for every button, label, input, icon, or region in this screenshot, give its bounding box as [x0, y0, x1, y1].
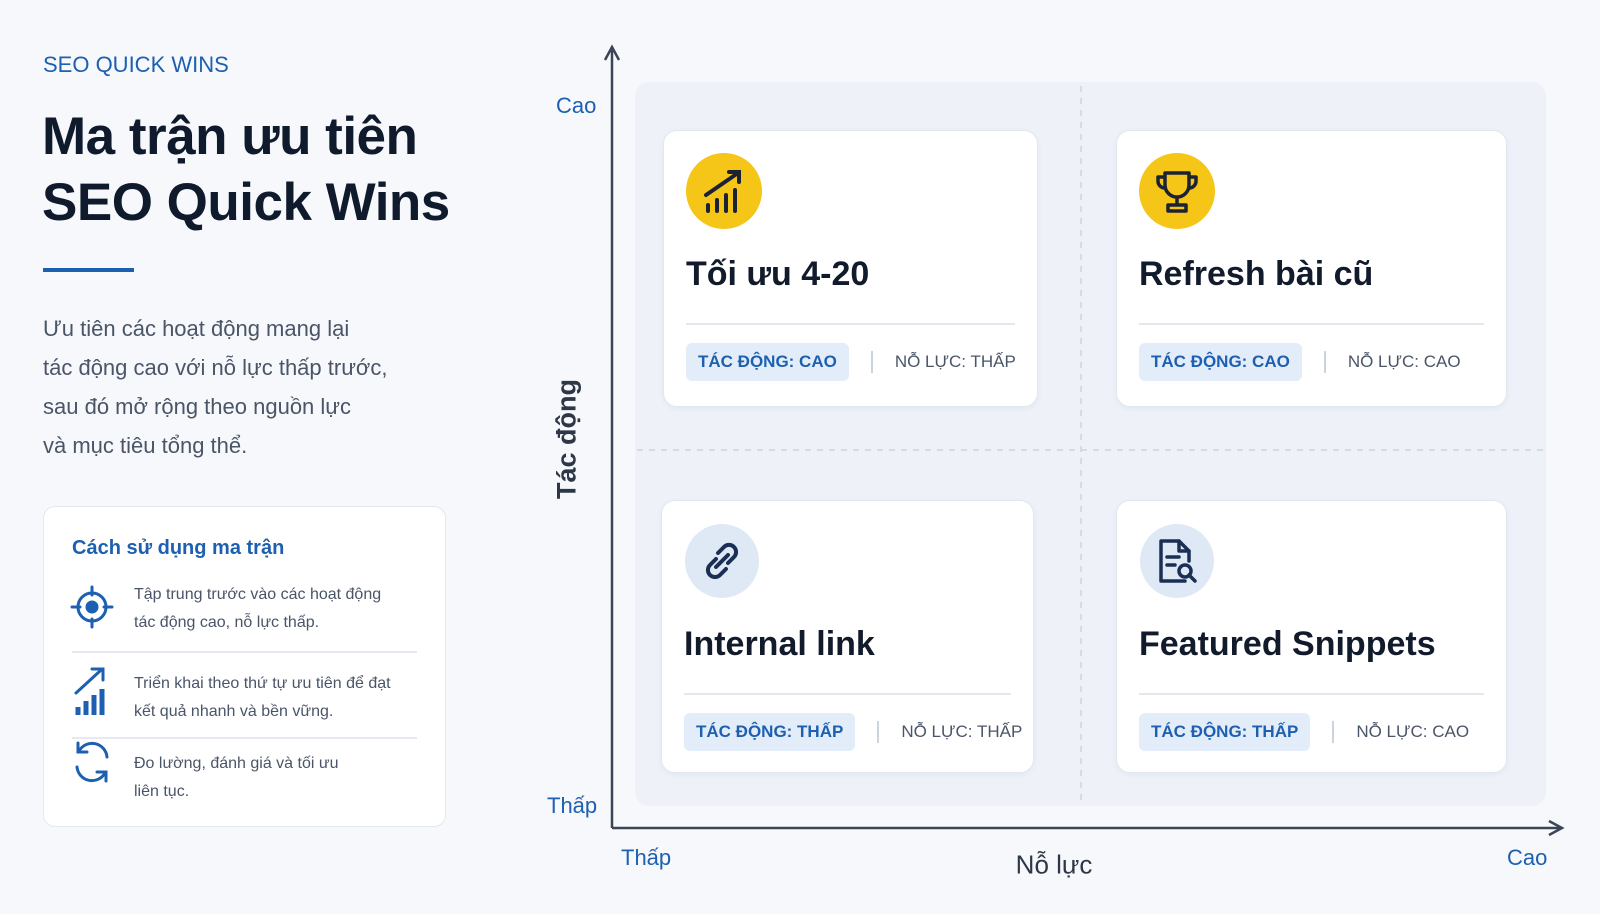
tag-divider — [1323, 351, 1326, 373]
eyebrow: SEO QUICK WINS — [43, 52, 229, 77]
description-line: và mục tiêu tổng thể. — [43, 433, 248, 458]
separator — [72, 737, 417, 739]
separator — [72, 651, 417, 653]
effort-label: NỖ LỰC: THẤP — [894, 352, 1016, 371]
guide-box — [43, 506, 446, 827]
quadrant-card: Tối ưu 4-20 TÁC ĐỘNG: CAO NỖ LỰC: THẤP — [663, 130, 1038, 407]
quadrant-title: Refresh bài cũ — [1139, 255, 1374, 293]
rule — [1139, 693, 1484, 695]
effort-label: NỖ LỰC: CAO — [1356, 722, 1470, 741]
guide-icons — [70, 585, 114, 783]
rule — [1139, 323, 1484, 325]
quadrant-card: Refresh bài cũ TÁC ĐỘNG: CAO NỖ LỰC: CAO — [1116, 130, 1507, 407]
icon — [686, 153, 762, 229]
icon — [685, 524, 759, 598]
tag-divider — [877, 721, 880, 743]
quadrant-title: Featured Snippets — [1139, 625, 1436, 663]
tag-divider — [1332, 721, 1335, 743]
impact-tag: TÁC ĐỘNG: THẤP — [684, 713, 856, 751]
guide-text: kết quả nhanh và bền vững. — [134, 703, 334, 720]
rule — [686, 323, 1015, 325]
effort-label: NỖ LỰC: CAO — [1347, 352, 1461, 371]
title-line: Ma trận ưu tiên — [42, 107, 418, 166]
icon — [1139, 153, 1215, 229]
guide-text: liên tục. — [134, 783, 190, 800]
impact-tag: TÁC ĐỘNG: CAO — [1139, 343, 1302, 381]
x-axis-title: Nỗ lực — [1015, 849, 1093, 880]
y-axis-title: Tác động — [551, 379, 582, 499]
description-line: Ưu tiên các hoạt động mang lại — [43, 316, 350, 341]
impact-tag: TÁC ĐỘNG: CAO — [686, 343, 849, 381]
guide-title: Cách sử dụng ma trận — [72, 537, 285, 559]
tag-divider — [870, 351, 873, 373]
y-arrow — [603, 44, 621, 61]
guide-text: Đo lường, đánh giá và tối ưu — [134, 755, 339, 772]
y-high-label: Cao — [556, 93, 597, 118]
x-high-label: Cao — [1507, 845, 1548, 870]
icon — [1140, 524, 1214, 598]
guide-text: tác động cao, nỗ lực thấp. — [134, 614, 320, 631]
title-line: SEO Quick Wins — [42, 173, 450, 232]
quadrant-card: Featured Snippets TÁC ĐỘNG: THẤP NỖ LỰC: … — [1116, 500, 1507, 773]
quadrant-title: Tối ưu 4-20 — [686, 255, 870, 293]
guide-text: Tập trung trước vào các hoạt động — [134, 586, 382, 603]
effort-label: NỖ LỰC: THẤP — [901, 722, 1023, 741]
title-underline — [43, 268, 134, 272]
y-low-label: Thấp — [547, 793, 598, 818]
impact-tag: TÁC ĐỘNG: THẤP — [1139, 713, 1311, 751]
x-low-label: Thấp — [621, 845, 672, 870]
x-arrow — [1548, 819, 1565, 837]
description-line: tác động cao với nỗ lực thấp trước, — [43, 355, 388, 380]
guide-text: Triển khai theo thứ tự ưu tiên để đạt — [134, 675, 391, 692]
rule — [684, 693, 1011, 695]
quadrant-card: Internal link TÁC ĐỘNG: THẤP NỖ LỰC: THẤP — [661, 500, 1034, 773]
quadrant-title: Internal link — [684, 625, 875, 663]
description-line: sau đó mở rộng theo nguồn lực — [43, 394, 352, 419]
